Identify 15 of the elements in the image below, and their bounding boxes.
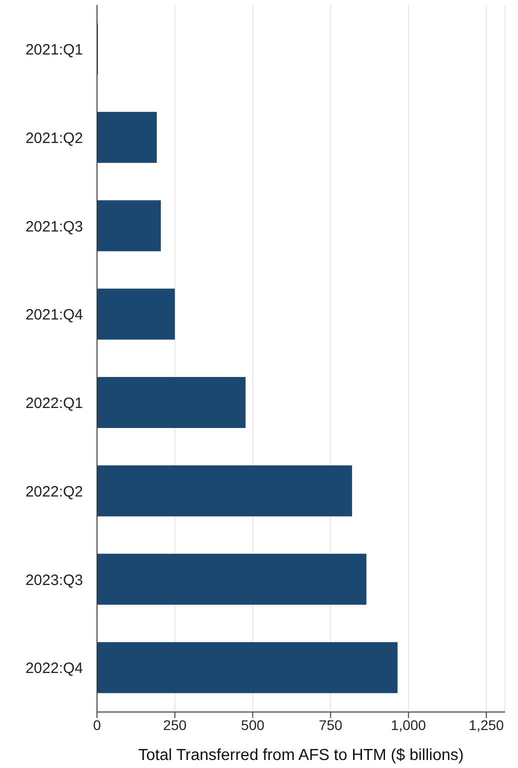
y-tick-label: 2021:Q1 [25,42,83,59]
y-tick-label: 2022:Q1 [25,395,83,412]
y-tick-label: 2021:Q2 [25,130,83,147]
y-tick-label: 2021:Q3 [25,218,83,236]
x-tick-label: 750 [318,716,342,733]
x-axis-title: Total Transferred from AFS to HTM ($ billions) [138,747,464,764]
x-tick-label: 250 [163,716,187,733]
y-tick-label: 2023:Q3 [25,572,83,589]
x-tick-label: 0 [93,716,102,733]
y-tick-label: 2021:Q4 [25,306,83,324]
x-tick-label: 1,000 [390,716,426,733]
y-tick-label: 2022:Q4 [25,660,83,678]
y-tick-label: 2022:Q2 [25,483,83,500]
x-tick-label: 1,250 [468,716,504,733]
x-tick-label: 500 [241,716,265,733]
